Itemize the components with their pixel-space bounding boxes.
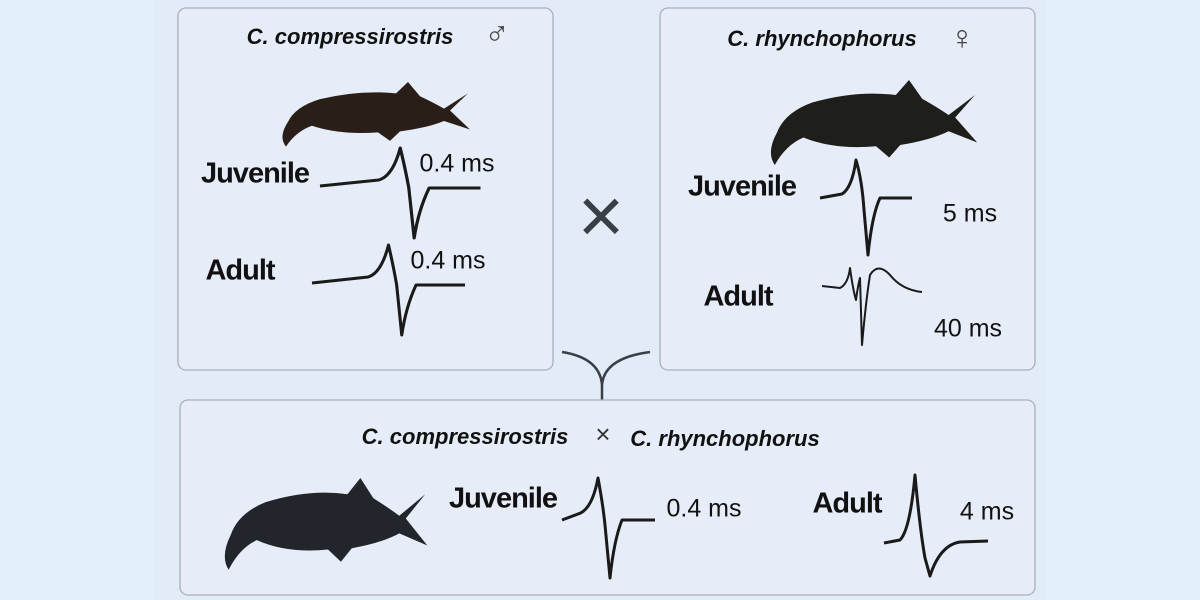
duration-label: 4 ms <box>960 498 1014 526</box>
duration-label: 0.4 ms <box>666 495 741 523</box>
stage-label: Juvenile <box>449 483 558 515</box>
sex-symbol: ♂ <box>484 15 510 53</box>
stage-label: Juvenile <box>201 158 310 190</box>
species-name: C. compressirostris <box>247 24 454 49</box>
waveform <box>821 267 923 346</box>
waveform <box>819 158 912 257</box>
sex-symbol: ♀ <box>949 19 975 57</box>
waveform <box>561 476 655 580</box>
stage-label: Juvenile <box>688 171 797 203</box>
duration-label: 40 ms <box>934 315 1002 343</box>
stage-label: Adult <box>703 281 773 313</box>
stage-label: Adult <box>205 255 275 287</box>
cross-symbol: × <box>595 419 610 449</box>
duration-label: 0.4 ms <box>410 247 485 275</box>
species-name: C. rhynchophorus <box>727 26 916 51</box>
stage-label: Adult <box>812 488 882 520</box>
waveform <box>883 473 989 578</box>
hybrid-panel <box>179 399 1036 596</box>
species-name: C. rhynchophorus <box>630 426 819 451</box>
duration-label: 5 ms <box>943 200 997 228</box>
merge-arrow <box>561 350 651 386</box>
cross-symbol: × <box>578 171 625 260</box>
species-name: C. compressirostris <box>362 424 569 449</box>
duration-label: 0.4 ms <box>419 150 494 178</box>
parent-panel <box>177 7 554 371</box>
